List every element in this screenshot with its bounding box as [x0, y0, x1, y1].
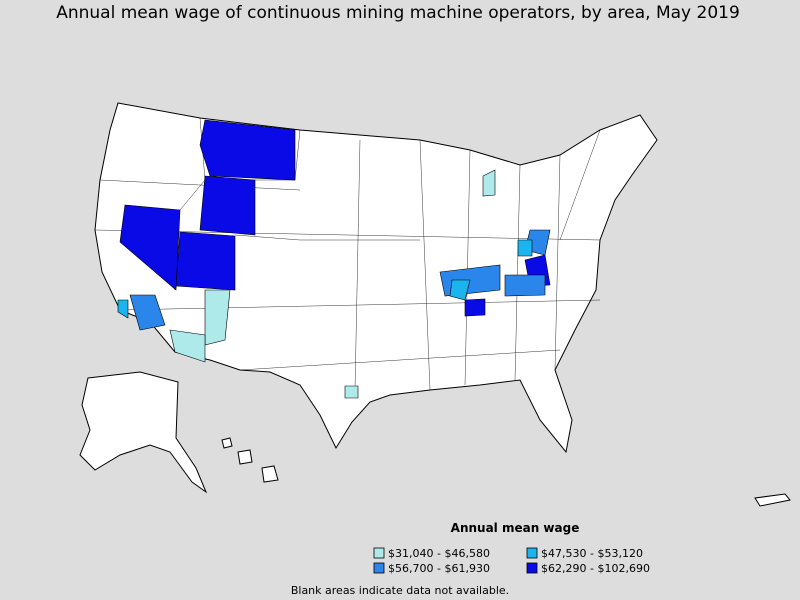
wage-area: [129, 294, 166, 331]
wage-area: [504, 274, 546, 297]
wage-area: [482, 169, 496, 197]
wage-area: [464, 298, 486, 317]
wage-area: [517, 239, 533, 257]
wage-area: [169, 329, 206, 363]
legend-swatch: [373, 547, 385, 559]
legend-label: $31,040 - $46,580: [388, 547, 490, 560]
wage-area: [449, 279, 471, 301]
hawaii: [261, 465, 279, 483]
wage-areas: [117, 119, 551, 399]
map-title: Annual mean wage of continuous mining ma…: [56, 3, 740, 23]
wage-area: [204, 289, 231, 346]
legend-label: $56,700 - $61,930: [388, 562, 490, 575]
wage-area: [344, 385, 359, 399]
legend-swatch: [526, 562, 538, 574]
wage-area: [117, 299, 129, 319]
hawaii: [221, 437, 233, 449]
wage-area: [199, 119, 296, 181]
alaska: [79, 371, 208, 494]
legend-swatch: [373, 562, 385, 574]
legend: $31,040 - $46,580 $47,530 - $53,120 $56,70…: [373, 547, 650, 575]
wage-area: [175, 231, 236, 291]
legend-label: $62,290 - $102,690: [541, 562, 650, 575]
note: Blank areas indicate data not available.: [291, 584, 509, 597]
legend-title: Annual mean wage: [451, 521, 580, 535]
legend-swatch: [526, 547, 538, 559]
wage-area: [119, 204, 181, 291]
puerto-rico: [754, 493, 791, 507]
legend-label: $47,530 - $53,120: [541, 547, 643, 560]
hawaii: [237, 449, 253, 465]
wage-area: [199, 175, 256, 236]
